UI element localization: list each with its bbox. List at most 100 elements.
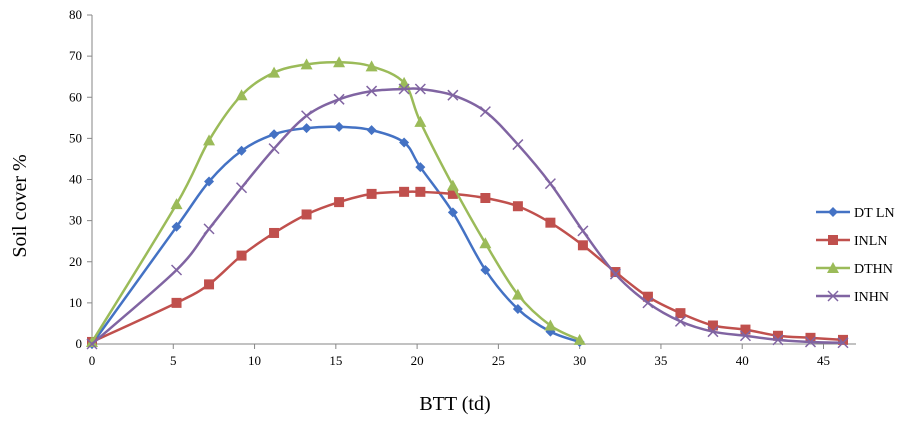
marker-stroke bbox=[301, 110, 313, 122]
data-point bbox=[415, 186, 426, 197]
data-point bbox=[772, 330, 783, 341]
data-point bbox=[544, 178, 556, 190]
data-point bbox=[577, 225, 589, 237]
data-point bbox=[414, 115, 427, 127]
marker-stroke bbox=[236, 182, 248, 194]
y-tick-label: 70 bbox=[69, 48, 82, 63]
legend-label: DTHN bbox=[854, 262, 893, 277]
data-point bbox=[86, 338, 98, 350]
data-point bbox=[333, 93, 345, 105]
data-point bbox=[269, 129, 280, 140]
marker-stroke bbox=[512, 139, 524, 151]
data-point bbox=[674, 315, 686, 327]
data-point bbox=[236, 145, 247, 156]
data-point bbox=[480, 264, 491, 275]
data-point bbox=[739, 330, 751, 342]
series-inhn bbox=[86, 83, 849, 350]
legend: DT LN INLN DTHN INHN bbox=[816, 206, 895, 305]
data-point bbox=[170, 198, 183, 210]
data-point bbox=[300, 58, 313, 70]
data-point bbox=[610, 267, 621, 278]
marker-stroke bbox=[268, 143, 280, 155]
series-layer bbox=[86, 56, 849, 350]
data-point bbox=[577, 240, 588, 251]
data-point bbox=[707, 320, 718, 331]
marker-stroke bbox=[772, 334, 784, 346]
data-point bbox=[707, 326, 719, 338]
y-tick-label: 60 bbox=[69, 89, 82, 104]
y-tick-label: 50 bbox=[69, 130, 82, 145]
y-tick-label: 30 bbox=[69, 213, 82, 228]
data-point bbox=[268, 143, 280, 155]
data-point bbox=[204, 279, 215, 290]
series-dt-ln bbox=[87, 121, 585, 349]
data-point bbox=[479, 237, 492, 249]
series-line bbox=[91, 87, 844, 345]
data-point bbox=[511, 288, 524, 300]
legend-label: INLN bbox=[854, 234, 887, 249]
x-tick-label: 40 bbox=[736, 353, 749, 368]
data-point bbox=[203, 134, 216, 146]
data-point bbox=[512, 201, 523, 212]
data-point bbox=[269, 227, 280, 238]
x-tick-label: 45 bbox=[817, 353, 830, 368]
data-point bbox=[365, 60, 378, 72]
marker-stroke bbox=[170, 264, 183, 276]
x-tick-label: 25 bbox=[492, 353, 505, 368]
legend-item: INLN bbox=[816, 234, 887, 249]
legend-marker bbox=[827, 262, 839, 273]
legend-label: INHN bbox=[854, 290, 889, 305]
data-point bbox=[301, 110, 313, 122]
legend-marker bbox=[828, 235, 838, 245]
legend-marker bbox=[827, 290, 839, 302]
data-point bbox=[236, 250, 247, 261]
y-tick-label: 10 bbox=[69, 295, 82, 310]
marker-stroke bbox=[804, 336, 817, 348]
data-point bbox=[399, 186, 410, 197]
data-point bbox=[447, 188, 458, 199]
data-point bbox=[334, 121, 345, 132]
data-point bbox=[837, 334, 848, 345]
data-point bbox=[447, 89, 459, 101]
data-point bbox=[301, 209, 312, 220]
data-point bbox=[740, 324, 751, 335]
marker-stroke bbox=[609, 268, 621, 280]
x-axis-title: BTT (td) bbox=[419, 393, 490, 415]
data-point bbox=[805, 332, 816, 343]
data-point bbox=[204, 176, 215, 187]
marker-stroke bbox=[479, 106, 491, 118]
data-point bbox=[480, 193, 491, 204]
data-point bbox=[479, 106, 491, 118]
data-point bbox=[545, 217, 556, 228]
x-tick-label: 5 bbox=[170, 353, 177, 368]
data-point bbox=[399, 137, 410, 148]
marker-stroke bbox=[414, 83, 426, 95]
data-point bbox=[268, 66, 281, 78]
legend-item: DTHN bbox=[816, 262, 893, 277]
data-point bbox=[235, 89, 248, 101]
data-point bbox=[512, 139, 524, 151]
y-tick-label: 20 bbox=[69, 254, 82, 269]
series-line bbox=[90, 125, 581, 345]
x-tick-label: 15 bbox=[329, 353, 342, 368]
data-point bbox=[573, 333, 586, 345]
series-dthn bbox=[86, 56, 586, 347]
marker-stroke bbox=[707, 326, 719, 338]
data-point bbox=[642, 291, 653, 302]
legend-label: DT LN bbox=[854, 206, 895, 221]
y-axis-title: Soil cover % bbox=[9, 154, 31, 257]
data-point bbox=[804, 336, 817, 348]
marker-stroke bbox=[837, 337, 849, 349]
marker-stroke bbox=[642, 297, 654, 309]
plot-area: 0 10 20 30 40 50 60 70 80 0 5 10 15 20 25 30 35 40 45 bbox=[69, 7, 856, 368]
data-point bbox=[301, 123, 312, 134]
data-point bbox=[609, 268, 621, 280]
legend-item: DT LN bbox=[816, 206, 895, 221]
x-tick-label: 0 bbox=[89, 353, 96, 368]
data-point bbox=[366, 188, 377, 199]
legend-marker bbox=[828, 207, 838, 217]
marker-stroke bbox=[577, 225, 589, 237]
data-point bbox=[366, 125, 377, 136]
x-tick-label: 30 bbox=[573, 353, 586, 368]
